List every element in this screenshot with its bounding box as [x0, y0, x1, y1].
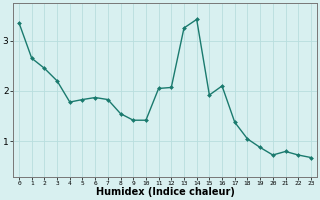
- X-axis label: Humidex (Indice chaleur): Humidex (Indice chaleur): [96, 187, 234, 197]
